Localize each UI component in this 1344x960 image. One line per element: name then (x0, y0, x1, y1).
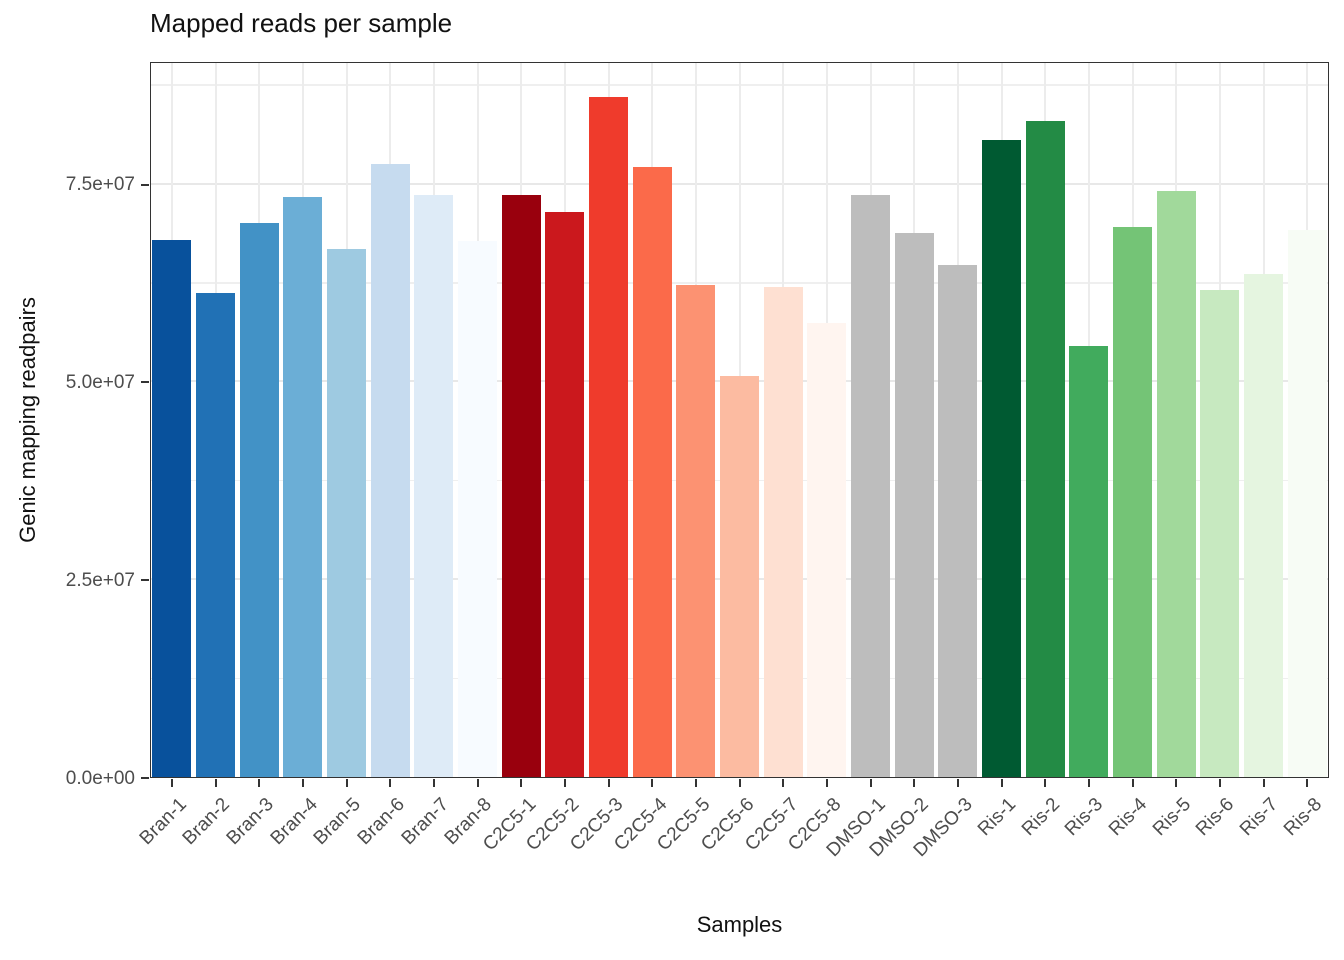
bar-dmso-2 (894, 232, 934, 778)
bar-bran-8 (457, 240, 498, 778)
bar-dmso-3 (938, 265, 978, 778)
x-tick-mark (563, 779, 566, 787)
bar-bran-7 (414, 194, 454, 778)
x-tick-label-text: Ris-4 (1105, 794, 1152, 841)
x-tick-mark (520, 779, 523, 787)
bar-bran-2 (195, 293, 236, 778)
bar-c2c5-1 (501, 194, 541, 778)
x-tick-label-text: Bran-3 (222, 794, 279, 850)
x-axis-title: Samples (696, 912, 783, 937)
x-tick-label-text: Bran-7 (397, 794, 453, 850)
x-tick-label-text: Bran-5 (310, 794, 366, 850)
x-tick-label-text: Ris-1 (974, 794, 1021, 841)
x-tick-mark (476, 779, 479, 787)
bar-c2c5-6 (719, 376, 760, 778)
x-tick-mark (869, 779, 872, 787)
bar-ris-5 (1156, 190, 1196, 778)
x-tick-label-text: Ris-7 (1236, 794, 1283, 841)
bar-c2c5-8 (807, 323, 847, 778)
x-tick-mark (1262, 779, 1265, 787)
bar-bran-3 (239, 223, 279, 778)
x-tick-mark (782, 779, 785, 787)
y-tick-label: 7.5e+07 (65, 174, 135, 196)
bar-c2c5-3 (588, 96, 629, 778)
y-tick-label: 5.0e+07 (65, 371, 135, 393)
bar-ris-4 (1112, 226, 1153, 778)
x-tick-mark (1306, 779, 1309, 787)
x-tick-mark (651, 779, 654, 787)
x-tick-label-text: Ris-2 (1017, 794, 1065, 841)
chart-title: Mapped reads per sample (150, 8, 453, 38)
x-tick-mark (913, 779, 916, 787)
x-tick-mark (1218, 779, 1221, 787)
x-tick-mark (1087, 779, 1090, 787)
bar-ris-1 (981, 140, 1022, 778)
bar-ris-6 (1200, 289, 1240, 778)
x-tick-mark (607, 779, 610, 787)
x-tick-mark (738, 779, 741, 787)
x-tick-label-text: Bran-2 (179, 794, 235, 850)
bar-ris-2 (1025, 120, 1065, 778)
y-tick-mark (141, 579, 149, 582)
x-tick-label-text: Bran-4 (266, 794, 322, 850)
x-tick-mark (258, 779, 261, 787)
x-tick-mark (214, 779, 217, 787)
bar-dmso-1 (850, 194, 891, 778)
bar-bran-1 (152, 240, 192, 778)
y-tick-mark (141, 777, 149, 779)
x-tick-mark (170, 779, 173, 787)
x-tick-label-text: Ris-5 (1148, 794, 1196, 841)
y-axis-title-text: Genic mapping readpairs (15, 297, 40, 543)
bar-c2c5-4 (632, 167, 672, 778)
x-tick-mark (432, 779, 435, 787)
plot-panel (150, 62, 1329, 778)
x-tick-mark (1131, 779, 1134, 787)
bar-c2c5-2 (545, 211, 585, 778)
x-tick-mark (389, 779, 392, 787)
x-tick-mark (345, 779, 348, 787)
y-tick-label: 0.0e+00 (65, 767, 135, 789)
x-tick-label-text: Bran-6 (353, 794, 410, 850)
bar-c2c5-7 (763, 287, 803, 778)
bar-ris-3 (1069, 346, 1109, 778)
bar-c2c5-5 (676, 285, 716, 778)
y-tick-mark (141, 183, 149, 186)
x-tick-mark (694, 779, 697, 787)
x-tick-mark (1044, 779, 1047, 787)
x-tick-mark (301, 779, 304, 787)
bar-ris-7 (1243, 274, 1284, 778)
bar-bran-6 (370, 164, 410, 778)
x-tick-label-text: Bran-1 (135, 794, 191, 850)
x-tick-label-text: Ris-6 (1192, 794, 1239, 841)
y-tick-mark (141, 381, 149, 384)
bar-bran-4 (283, 197, 323, 778)
y-tick-label: 2.5e+07 (65, 569, 135, 591)
x-tick-label-text: Ris-3 (1061, 794, 1108, 841)
bar-ris-8 (1287, 229, 1327, 778)
bar-bran-5 (326, 248, 367, 778)
x-tick-label-text: Ris-8 (1279, 794, 1327, 841)
x-tick-mark (1175, 779, 1178, 787)
x-tick-mark (1000, 779, 1003, 787)
x-tick-mark (956, 779, 959, 787)
x-tick-mark (825, 779, 828, 787)
